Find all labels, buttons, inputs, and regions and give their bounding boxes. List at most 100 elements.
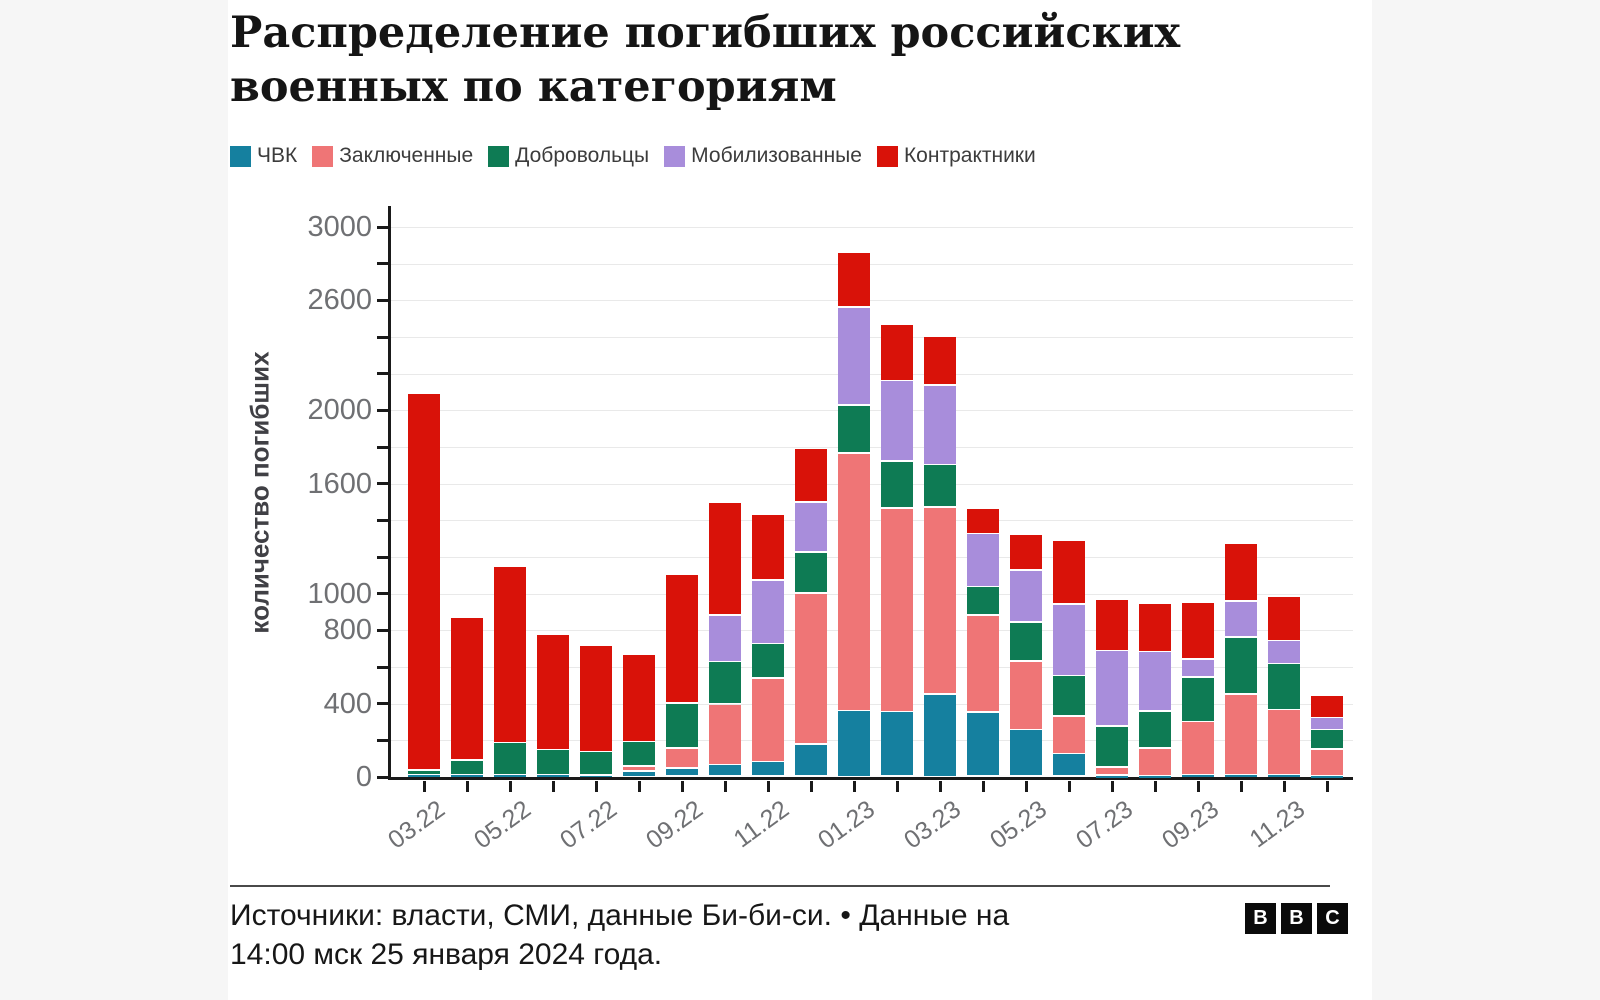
legend-item-label: Мобилизованные — [691, 144, 862, 167]
bar-segment-Добровольцы — [1268, 664, 1300, 709]
chart-card: Распределение погибших российских военны… — [228, 0, 1372, 1000]
bar-segment-Контрактники — [408, 393, 440, 770]
bar-segment-Контрактники — [1053, 540, 1085, 604]
legend-item-label: Контрактники — [903, 144, 1036, 167]
bar-segment-Контрактники — [967, 508, 999, 533]
bar-segment-ЧВК — [795, 744, 827, 776]
legend-item: Заключенные — [312, 144, 473, 168]
bar-segment-Добровольцы — [1053, 676, 1085, 715]
bar-segment-ЧВК — [1311, 776, 1343, 778]
legend: ЧВК Заключенные Добровольцы Мобилизованные К… — [230, 144, 1036, 168]
bar-segment-Контрактники — [623, 655, 655, 741]
bar-segment-Добровольцы — [1010, 623, 1042, 660]
y-axis-tick — [377, 262, 390, 266]
bar-segment-Мобилизованные — [1225, 601, 1257, 637]
bar-segment-ЧВК — [709, 765, 741, 776]
gridline — [390, 263, 1353, 265]
x-axis-tick — [852, 781, 856, 792]
bar-segment-Мобилизованные — [924, 385, 956, 464]
x-axis-tick-label: 03.22 — [383, 795, 451, 855]
bar-segment-Мобилизованные — [881, 381, 913, 461]
bar-segment-ЧВК — [451, 775, 483, 777]
gridline — [390, 593, 1353, 595]
gridline — [390, 227, 1353, 229]
bar-segment-ЧВК — [881, 711, 913, 776]
source-note-line1: Источники: власти, СМИ, данные Би-би-си.… — [230, 899, 1010, 932]
bar-segment-Добровольцы — [795, 552, 827, 593]
bar-segment-Добровольцы — [666, 703, 698, 748]
bar-segment-Мобилизованные — [1096, 651, 1128, 726]
bar-segment-Контрактники — [1096, 600, 1128, 650]
legend-swatch — [876, 145, 898, 167]
bar-segment-ЧВК — [924, 694, 956, 776]
x-axis-tick — [465, 781, 469, 792]
bar-segment-ЧВК — [1053, 754, 1085, 776]
legend-item-label: ЧВК — [257, 144, 298, 167]
legend-item: Мобилизованные — [664, 144, 862, 168]
bar-segment-Контрактники — [1311, 696, 1343, 717]
x-axis-tick — [895, 781, 899, 792]
plot-area: количество погибших 3000 2600 2000 1600 1000… — [228, 196, 1372, 866]
bar-segment-Контрактники — [1010, 535, 1042, 570]
bar-segment-ЧВК — [580, 775, 612, 777]
bbc-logo-block: C — [1317, 903, 1348, 934]
bar-segment-Заключенные — [795, 593, 827, 744]
bar-segment-Заключенные — [967, 615, 999, 712]
x-axis-tick — [1196, 781, 1200, 792]
legend-item: ЧВК — [230, 144, 297, 168]
bar-segment-ЧВК — [537, 775, 569, 777]
y-axis-tick — [377, 628, 390, 632]
legend-item: Контрактники — [876, 144, 1036, 168]
bar-segment-Контрактники — [838, 252, 870, 307]
bar-segment-Добровольцы — [451, 760, 483, 774]
x-axis-tick-label: 07.22 — [555, 795, 623, 855]
gridline — [390, 520, 1353, 522]
y-axis-tick-label: 800 — [323, 614, 372, 647]
bar-segment-ЧВК — [666, 768, 698, 776]
bar-segment-Заключенные — [1225, 694, 1257, 774]
bar-segment-Мобилизованные — [709, 615, 741, 661]
x-axis-tick-label: 09.22 — [641, 795, 709, 855]
bar-segment-Контрактники — [795, 448, 827, 502]
legend-item-label: Добровольцы — [515, 144, 650, 167]
bar-segment-Заключенные — [666, 748, 698, 768]
bar-segment-Мобилизованные — [795, 503, 827, 551]
x-axis-tick — [766, 781, 770, 792]
gridline — [390, 557, 1353, 558]
bar-segment-Мобилизованные — [1182, 659, 1214, 677]
y-axis-tick-label: 2600 — [307, 284, 372, 317]
y-axis-tick-label: 1000 — [307, 577, 372, 610]
bar-segment-Контрактники — [666, 575, 698, 703]
bar-segment-Добровольцы — [1139, 711, 1171, 748]
x-axis-tick — [422, 781, 426, 792]
y-axis-tick — [377, 408, 390, 412]
y-axis-tick — [377, 445, 390, 449]
y-axis-tick-label: 2000 — [307, 394, 372, 427]
y-axis-tick — [377, 738, 390, 742]
x-axis-tick — [1110, 781, 1114, 792]
bar-segment-Заключенные — [1096, 767, 1128, 775]
bar-segment-Добровольцы — [623, 742, 655, 766]
x-axis-tick — [809, 781, 813, 792]
bar-segment-ЧВК — [1096, 776, 1128, 778]
x-axis-tick-label: 01.23 — [813, 795, 881, 855]
legend-swatch — [664, 145, 686, 167]
bar-segment-Добровольцы — [924, 465, 956, 507]
bar-segment-Заключенные — [1053, 716, 1085, 753]
source-note-line2: 14:00 мск 25 января 2024 года. — [230, 938, 663, 971]
bar-segment-Заключенные — [924, 507, 956, 693]
gridline — [390, 373, 1353, 375]
x-axis-tick — [938, 781, 942, 792]
bar-segment-Контрактники — [451, 618, 483, 759]
y-axis-tick — [377, 298, 390, 302]
bar-segment-Мобилизованные — [752, 580, 784, 643]
bar-segment-Добровольцы — [1311, 730, 1343, 748]
x-axis-tick-label: 11.22 — [728, 795, 795, 854]
x-axis-tick-label: 07.23 — [1071, 795, 1139, 855]
x-axis-tick — [508, 781, 512, 792]
bar-segment-ЧВК — [1225, 775, 1257, 777]
y-axis-tick — [377, 225, 390, 229]
bbc-logo-block: B — [1281, 903, 1312, 934]
x-axis-tick-label: 03.23 — [899, 795, 967, 855]
